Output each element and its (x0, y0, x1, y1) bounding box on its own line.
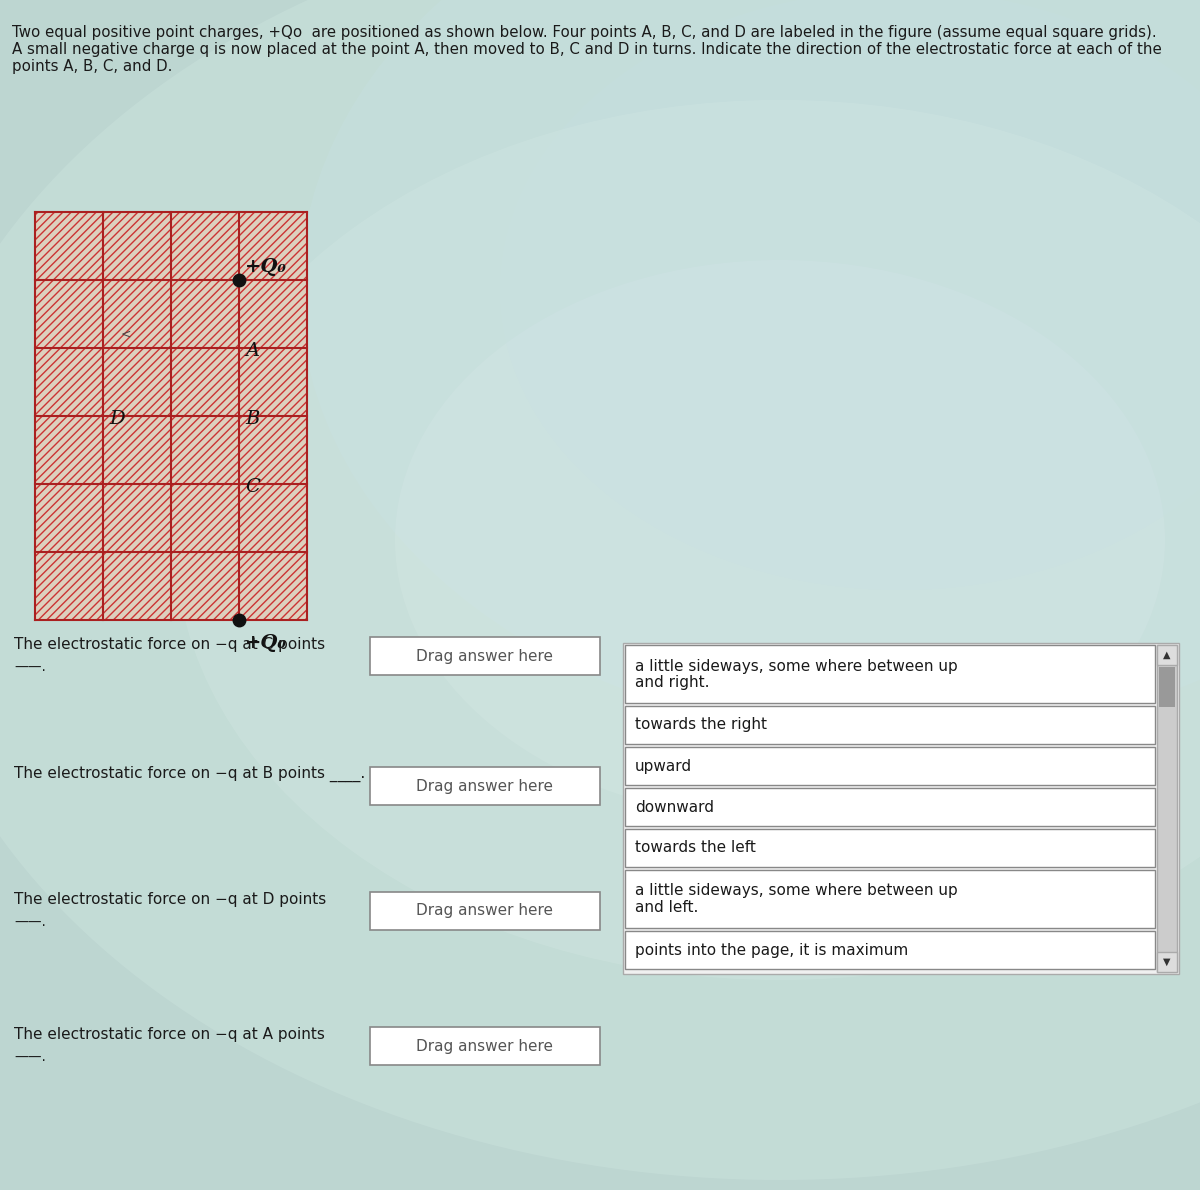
Text: C: C (245, 478, 260, 496)
Text: downward: downward (635, 800, 714, 814)
Bar (625, 829, 1154, 868)
Text: a little sideways, some where between up: a little sideways, some where between up (635, 658, 958, 674)
Text: towards the left: towards the left (635, 840, 756, 856)
Text: A small negative charge q is now placed at the point A, then moved to B, C and D: A small negative charge q is now placed … (12, 42, 1162, 57)
Text: The electrostatic force on −q at D points: The electrostatic force on −q at D point… (14, 892, 326, 907)
Text: A: A (245, 342, 259, 361)
FancyBboxPatch shape (370, 637, 600, 675)
Text: towards the right: towards the right (635, 718, 767, 733)
Text: and right.: and right. (635, 675, 709, 689)
Bar (1157, 645, 1177, 665)
Bar (1157, 952, 1177, 972)
Bar (1157, 645, 1177, 972)
Bar (35, 212, 307, 620)
Text: B: B (245, 411, 259, 428)
Text: The electrostatic force on −q at C points: The electrostatic force on −q at C point… (14, 637, 325, 652)
Text: +Q₀: +Q₀ (245, 634, 287, 652)
Text: ——.: ——. (14, 1050, 46, 1064)
Text: Two equal positive point charges, +Qo  are positioned as shown below. Four point: Two equal positive point charges, +Qo ar… (12, 25, 1157, 40)
Bar (625, 788, 1154, 826)
Bar (625, 747, 1154, 785)
Text: Drag answer here: Drag answer here (416, 778, 553, 794)
Bar (625, 706, 1154, 744)
Text: ▲: ▲ (1163, 650, 1171, 660)
Text: a little sideways, some where between up: a little sideways, some where between up (635, 883, 958, 898)
FancyBboxPatch shape (370, 768, 600, 804)
Ellipse shape (500, 0, 1200, 590)
Text: The electrostatic force on −q at B points ____.: The electrostatic force on −q at B point… (14, 766, 365, 782)
Ellipse shape (300, 0, 1200, 740)
Text: The electrostatic force on −q at A points: The electrostatic force on −q at A point… (14, 1027, 325, 1042)
Ellipse shape (395, 259, 1165, 820)
Text: <: < (121, 328, 132, 342)
Bar (623, 643, 1178, 973)
Bar (625, 931, 1154, 969)
Text: and left.: and left. (635, 900, 698, 914)
Text: D: D (109, 411, 125, 428)
Text: upward: upward (635, 758, 692, 774)
FancyBboxPatch shape (370, 1027, 600, 1065)
FancyBboxPatch shape (370, 892, 600, 931)
Ellipse shape (175, 100, 1200, 981)
Text: Drag answer here: Drag answer here (416, 903, 553, 919)
Bar (35, 212, 307, 620)
Bar (625, 870, 1154, 928)
Text: ——.: ——. (14, 915, 46, 929)
Text: points A, B, C, and D.: points A, B, C, and D. (12, 60, 173, 74)
Text: Drag answer here: Drag answer here (416, 649, 553, 664)
Text: Drag answer here: Drag answer here (416, 1039, 553, 1053)
Text: +Q₀: +Q₀ (245, 258, 287, 276)
Text: ——.: ——. (14, 660, 46, 674)
Text: points into the page, it is maximum: points into the page, it is maximum (635, 942, 908, 958)
Bar (1159, 668, 1175, 707)
Text: ▼: ▼ (1163, 957, 1171, 967)
Bar (625, 645, 1154, 703)
